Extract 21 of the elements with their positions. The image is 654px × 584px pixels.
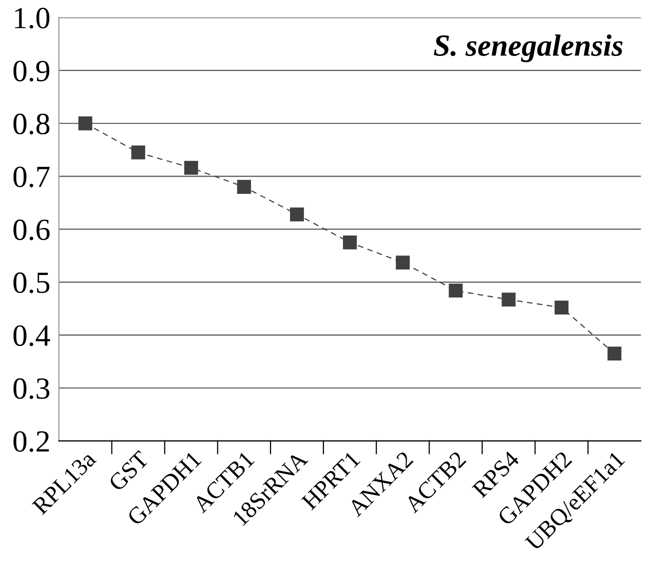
y-tick-label: 0.2 — [13, 431, 49, 452]
text: S. senegalensis — [434, 34, 623, 62]
y-tick-label: 0.4 — [13, 325, 50, 346]
y-tick-label: 0.8 — [13, 114, 50, 134]
y-tick-label: 0.5 — [13, 272, 50, 294]
point — [78, 116, 92, 130]
y-tick-label: 0.9 — [13, 60, 50, 82]
y-tick-label: 0.3 — [13, 378, 50, 400]
point — [554, 300, 568, 314]
point — [396, 256, 410, 270]
y-tick-label: 0.6 — [13, 220, 50, 240]
point — [184, 160, 198, 175]
point — [448, 284, 463, 298]
point — [342, 236, 357, 250]
y-tick-label: 1.0 — [15, 8, 50, 29]
point — [131, 146, 146, 160]
point — [608, 346, 622, 361]
point — [290, 207, 304, 222]
point — [502, 292, 516, 307]
y-tick-label: 0.7 — [13, 166, 50, 188]
point — [237, 180, 252, 194]
